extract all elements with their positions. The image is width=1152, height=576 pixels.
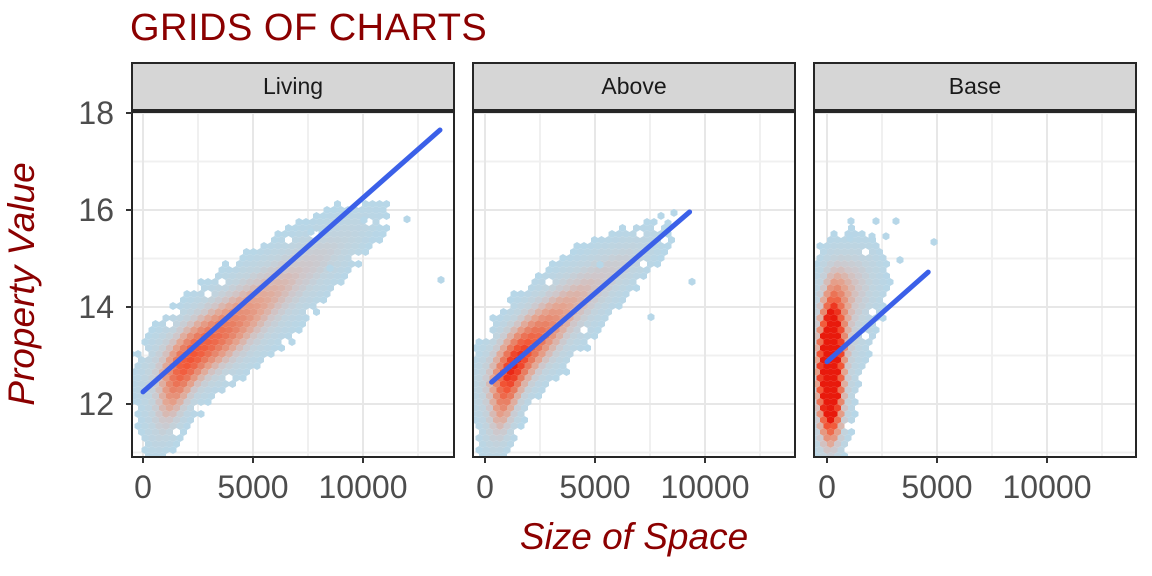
facet-strip-above: Above	[472, 62, 796, 111]
facet-strip-label: Living	[262, 73, 324, 99]
x-tick-label: 5000	[559, 469, 631, 505]
panel-border	[813, 111, 1137, 458]
panel-plot-base	[813, 111, 1137, 463]
facet-strip-label: Above	[601, 73, 667, 99]
x-tick-label: 5000	[901, 469, 973, 505]
panel-plot-living	[126, 111, 455, 463]
smooth-line	[140, 127, 443, 395]
facet-strip-label: Base	[948, 73, 1002, 99]
hexbin-layer	[474, 208, 696, 456]
smooth-line	[824, 269, 931, 365]
facet-strip-base: Base	[813, 62, 1137, 111]
x-tick-label: 10000	[318, 469, 408, 505]
x-tick-label: 0	[818, 469, 836, 505]
chart-title: GRIDS OF CHARTS	[130, 7, 488, 49]
x-tick-label: 0	[134, 469, 152, 505]
hexbin-layer	[815, 217, 938, 456]
smooth-line	[489, 209, 693, 385]
x-tick-label: 0	[476, 469, 494, 505]
y-tick-label: 12	[78, 386, 114, 422]
panel-border	[472, 111, 796, 458]
facet-strip-living: Living	[131, 62, 455, 111]
panel-border	[131, 111, 455, 458]
y-tick-label: 18	[78, 95, 114, 131]
x-tick-label: 10000	[660, 469, 750, 505]
x-tick-label: 5000	[217, 469, 289, 505]
x-axis-title: Size of Space	[519, 516, 749, 557]
hexbin-layer	[133, 200, 445, 456]
x-tick-label: 10000	[1002, 469, 1092, 505]
panel-plot-above	[472, 111, 796, 463]
y-tick-label: 16	[78, 192, 114, 228]
y-tick-label: 14	[78, 289, 114, 325]
